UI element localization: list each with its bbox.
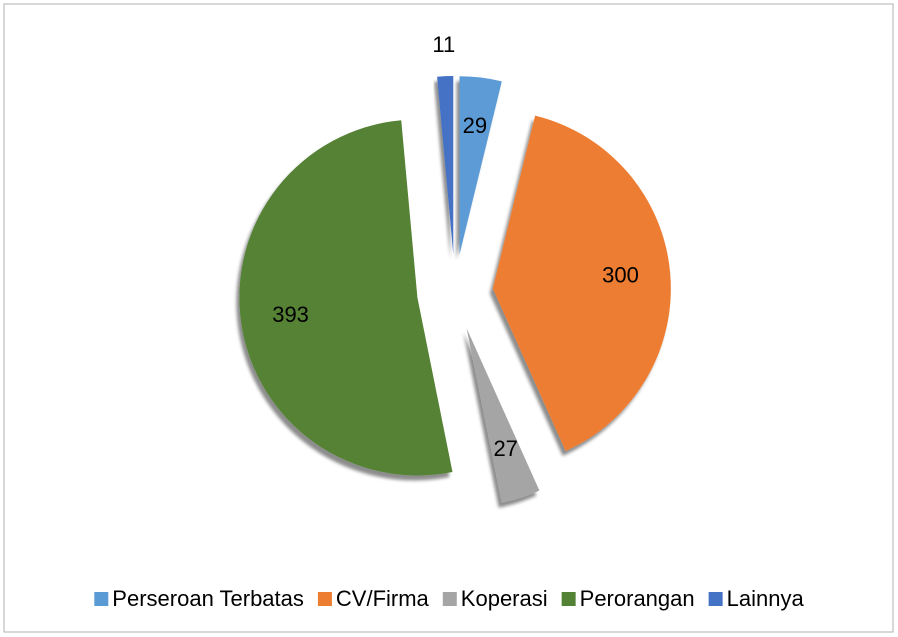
legend-label: Koperasi	[461, 586, 548, 611]
legend-label: Perseroan Terbatas	[112, 586, 304, 611]
pie-slice	[239, 120, 453, 476]
legend-swatch	[442, 592, 457, 606]
legend-swatch	[94, 592, 109, 606]
pie-slice	[459, 76, 502, 255]
legend: Perseroan Terbatas CV/Firma Koperasi Perora…	[94, 586, 804, 611]
legend-label: Perorangan	[580, 586, 695, 611]
data-label: 393	[272, 302, 309, 327]
data-label: 11	[432, 32, 455, 57]
data-label: 300	[602, 263, 639, 288]
legend-swatch	[708, 592, 723, 606]
pie-slice	[466, 328, 540, 503]
legend-swatch	[317, 592, 332, 606]
data-label: 27	[493, 436, 517, 461]
legend-swatch	[561, 592, 576, 606]
legend-label: CV/Firma	[336, 586, 430, 611]
pie-slice	[492, 115, 671, 451]
legend-label: Lainnya	[727, 586, 805, 611]
data-label: 29	[463, 113, 487, 138]
pie-slice	[437, 76, 454, 255]
